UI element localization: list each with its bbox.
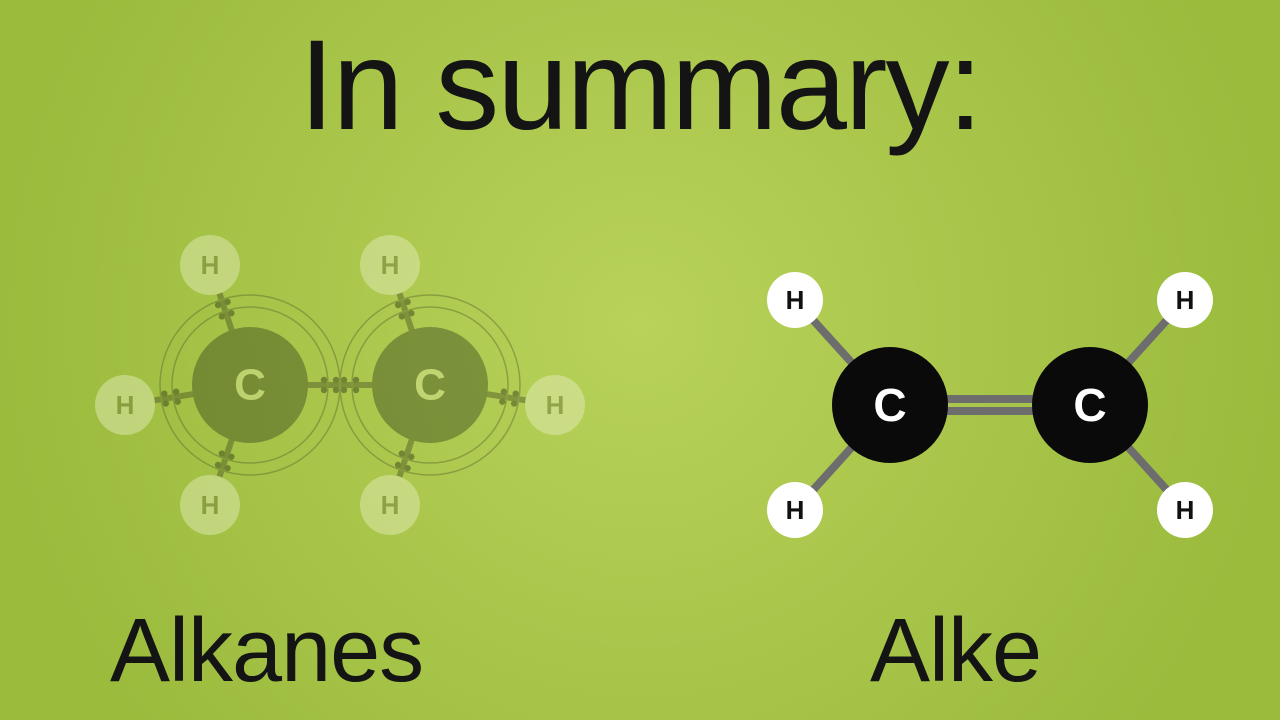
carbon-label: C — [234, 361, 266, 410]
hydrogen-label: H — [786, 495, 805, 525]
alkanes-label: Alkanes — [110, 600, 423, 703]
carbon-label: C — [414, 361, 446, 410]
hydrogen-label: H — [381, 250, 400, 280]
hydrogen-label: H — [546, 390, 565, 420]
alkane-molecule-diagram: C C H H H H H H — [60, 205, 620, 565]
hydrogen-label: H — [381, 490, 400, 520]
hydrogen-label: H — [201, 250, 220, 280]
carbon-label: C — [1073, 379, 1106, 431]
slide-stage: In summary: C C H H H H H H C C H H H H Alkanes Alke — [0, 0, 1280, 720]
hydrogen-label: H — [1176, 495, 1195, 525]
slide-title: In summary: — [0, 12, 1280, 159]
carbon-label: C — [873, 379, 906, 431]
hydrogen-label: H — [201, 490, 220, 520]
hydrogen-label: H — [116, 390, 135, 420]
alkenes-label: Alke — [870, 600, 1041, 703]
hydrogen-label: H — [1176, 285, 1195, 315]
hydrogen-label: H — [786, 285, 805, 315]
alkene-molecule-diagram: C C H H H H — [740, 240, 1240, 560]
